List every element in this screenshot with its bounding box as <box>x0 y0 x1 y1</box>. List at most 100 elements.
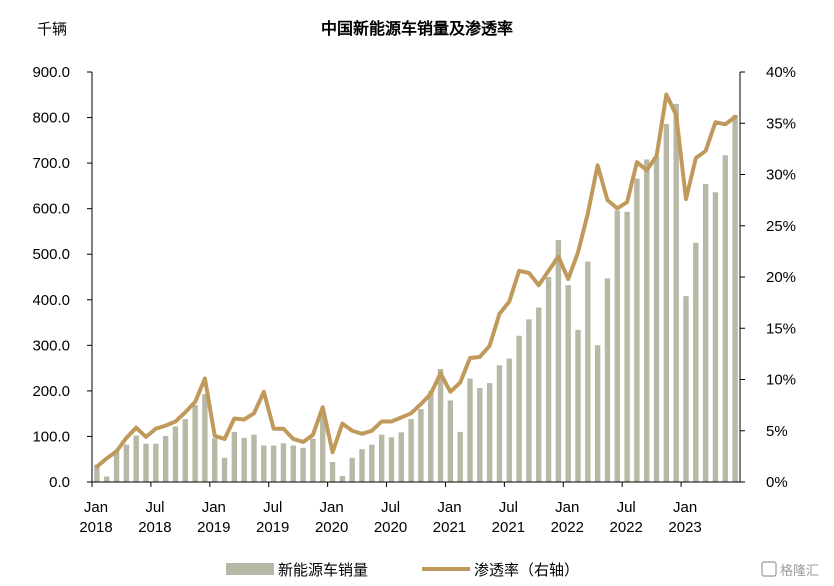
bar-45 <box>536 307 542 482</box>
bar-31 <box>398 432 404 482</box>
x-tick-month-8: Jan <box>555 499 579 516</box>
bar-11 <box>202 394 208 482</box>
x-tick-month-4: Jan <box>320 499 344 516</box>
bar-4 <box>133 435 139 482</box>
bar-6 <box>153 443 159 482</box>
left-tick-label-8: 800.0 <box>32 110 70 127</box>
x-tick-month-6: Jan <box>437 499 461 516</box>
left-tick-label-1: 100.0 <box>32 428 70 445</box>
right-tick-label-7: 35% <box>766 115 796 132</box>
bar-8 <box>172 426 179 482</box>
left-tick-label-4: 400.0 <box>32 292 70 309</box>
bar-14 <box>231 431 238 482</box>
right-tick-label-5: 25% <box>766 218 796 235</box>
bar-54 <box>624 211 630 482</box>
right-tick-label-1: 5% <box>766 423 788 440</box>
bar-36 <box>447 400 454 482</box>
x-tick-year-3: 2019 <box>256 519 289 536</box>
left-axis-ticks: 0.0 100.0 200.0 300.0 400.0 500.0 600.0 700.0 80… <box>32 64 92 491</box>
bar-39 <box>477 388 483 482</box>
left-tick-label-7: 700.0 <box>32 155 70 172</box>
bar-10 <box>192 405 198 482</box>
watermark-logo-icon <box>761 561 777 577</box>
right-tick-label-6: 30% <box>766 167 796 184</box>
bar-47 <box>555 240 562 482</box>
bar-42 <box>506 358 512 482</box>
bar-29 <box>378 434 385 482</box>
left-tick-label-3: 300.0 <box>32 337 70 354</box>
bar-34 <box>428 390 434 482</box>
x-tick-year-7: 2021 <box>492 519 525 536</box>
bar-56 <box>644 159 650 482</box>
bar-33 <box>418 409 424 482</box>
bar-32 <box>408 419 414 482</box>
bar-49 <box>575 329 581 482</box>
bar-series <box>94 103 738 483</box>
line-series <box>94 92 738 469</box>
x-axis-ticks: Jan 2018 Jul 2018 Jan 2019 Jul 2019 Jan 2020 Jul 20… <box>79 482 702 536</box>
bar-60 <box>683 296 689 482</box>
bar-9 <box>182 419 188 482</box>
bar-53 <box>614 210 620 482</box>
x-tick-year-6: 2021 <box>433 519 466 536</box>
bar-46 <box>545 277 552 482</box>
bar-35 <box>437 369 444 482</box>
bar-5 <box>143 443 149 482</box>
right-tick-label-8: 40% <box>766 64 796 81</box>
bar-2 <box>113 451 120 482</box>
bar-65 <box>732 114 738 483</box>
right-tick-label-2: 10% <box>766 372 796 389</box>
bar-22 <box>310 438 316 482</box>
watermark: 格隆汇 <box>761 561 819 578</box>
x-tick-year-1: 2018 <box>138 519 171 536</box>
bar-1 <box>104 476 110 482</box>
x-tick-month-10: Jan <box>673 499 697 516</box>
bar-38 <box>467 378 473 482</box>
bar-57 <box>653 156 660 482</box>
bar-24 <box>329 461 336 482</box>
legend-label-bar: 新能源车销量 <box>278 562 368 579</box>
bar-64 <box>722 155 728 482</box>
bar-43 <box>516 335 522 482</box>
bar-18 <box>270 445 277 482</box>
bar-48 <box>565 285 571 482</box>
right-tick-label-0: 0% <box>766 474 788 491</box>
bar-55 <box>634 178 640 482</box>
bar-0 <box>94 464 100 482</box>
x-tick-month-1: Jul <box>145 499 164 516</box>
bar-12 <box>212 438 218 482</box>
x-tick-month-2: Jan <box>202 499 226 516</box>
penetration-line <box>94 92 738 469</box>
chart-title: 中国新能源车销量及渗透率 <box>321 19 513 38</box>
bar-30 <box>388 437 395 482</box>
bar-51 <box>594 345 601 482</box>
x-tick-year-10: 2023 <box>668 519 701 536</box>
bar-27 <box>359 449 365 482</box>
bar-50 <box>585 261 591 482</box>
watermark-text: 格隆汇 <box>780 563 819 578</box>
left-tick-label-5: 500.0 <box>32 246 70 263</box>
bar-37 <box>457 431 463 482</box>
bar-58 <box>663 123 670 482</box>
bar-15 <box>241 437 247 482</box>
bar-41 <box>496 365 503 482</box>
right-tick-label-3: 15% <box>766 320 796 337</box>
bar-28 <box>369 444 375 482</box>
bar-26 <box>349 457 355 482</box>
right-tick-label-4: 20% <box>766 269 796 286</box>
x-tick-year-2: 2019 <box>197 519 230 536</box>
x-tick-month-7: Jul <box>499 499 518 516</box>
x-tick-year-0: 2018 <box>79 519 112 536</box>
legend-swatch-bar <box>226 563 274 575</box>
legend: 新能源车销量 渗透率（右轴） <box>226 562 579 579</box>
bar-52 <box>604 278 611 482</box>
right-axis-ticks: 0% 5% 10% 15% 20% 25% 30% 35% 40% <box>740 64 796 491</box>
bar-59 <box>673 103 679 482</box>
legend-label-line: 渗透率（右轴） <box>474 562 579 579</box>
bar-63 <box>712 192 719 482</box>
bar-7 <box>162 435 169 482</box>
left-tick-label-2: 200.0 <box>32 383 70 400</box>
bar-25 <box>339 476 346 482</box>
x-tick-year-8: 2022 <box>551 519 584 536</box>
bar-3 <box>123 444 130 482</box>
